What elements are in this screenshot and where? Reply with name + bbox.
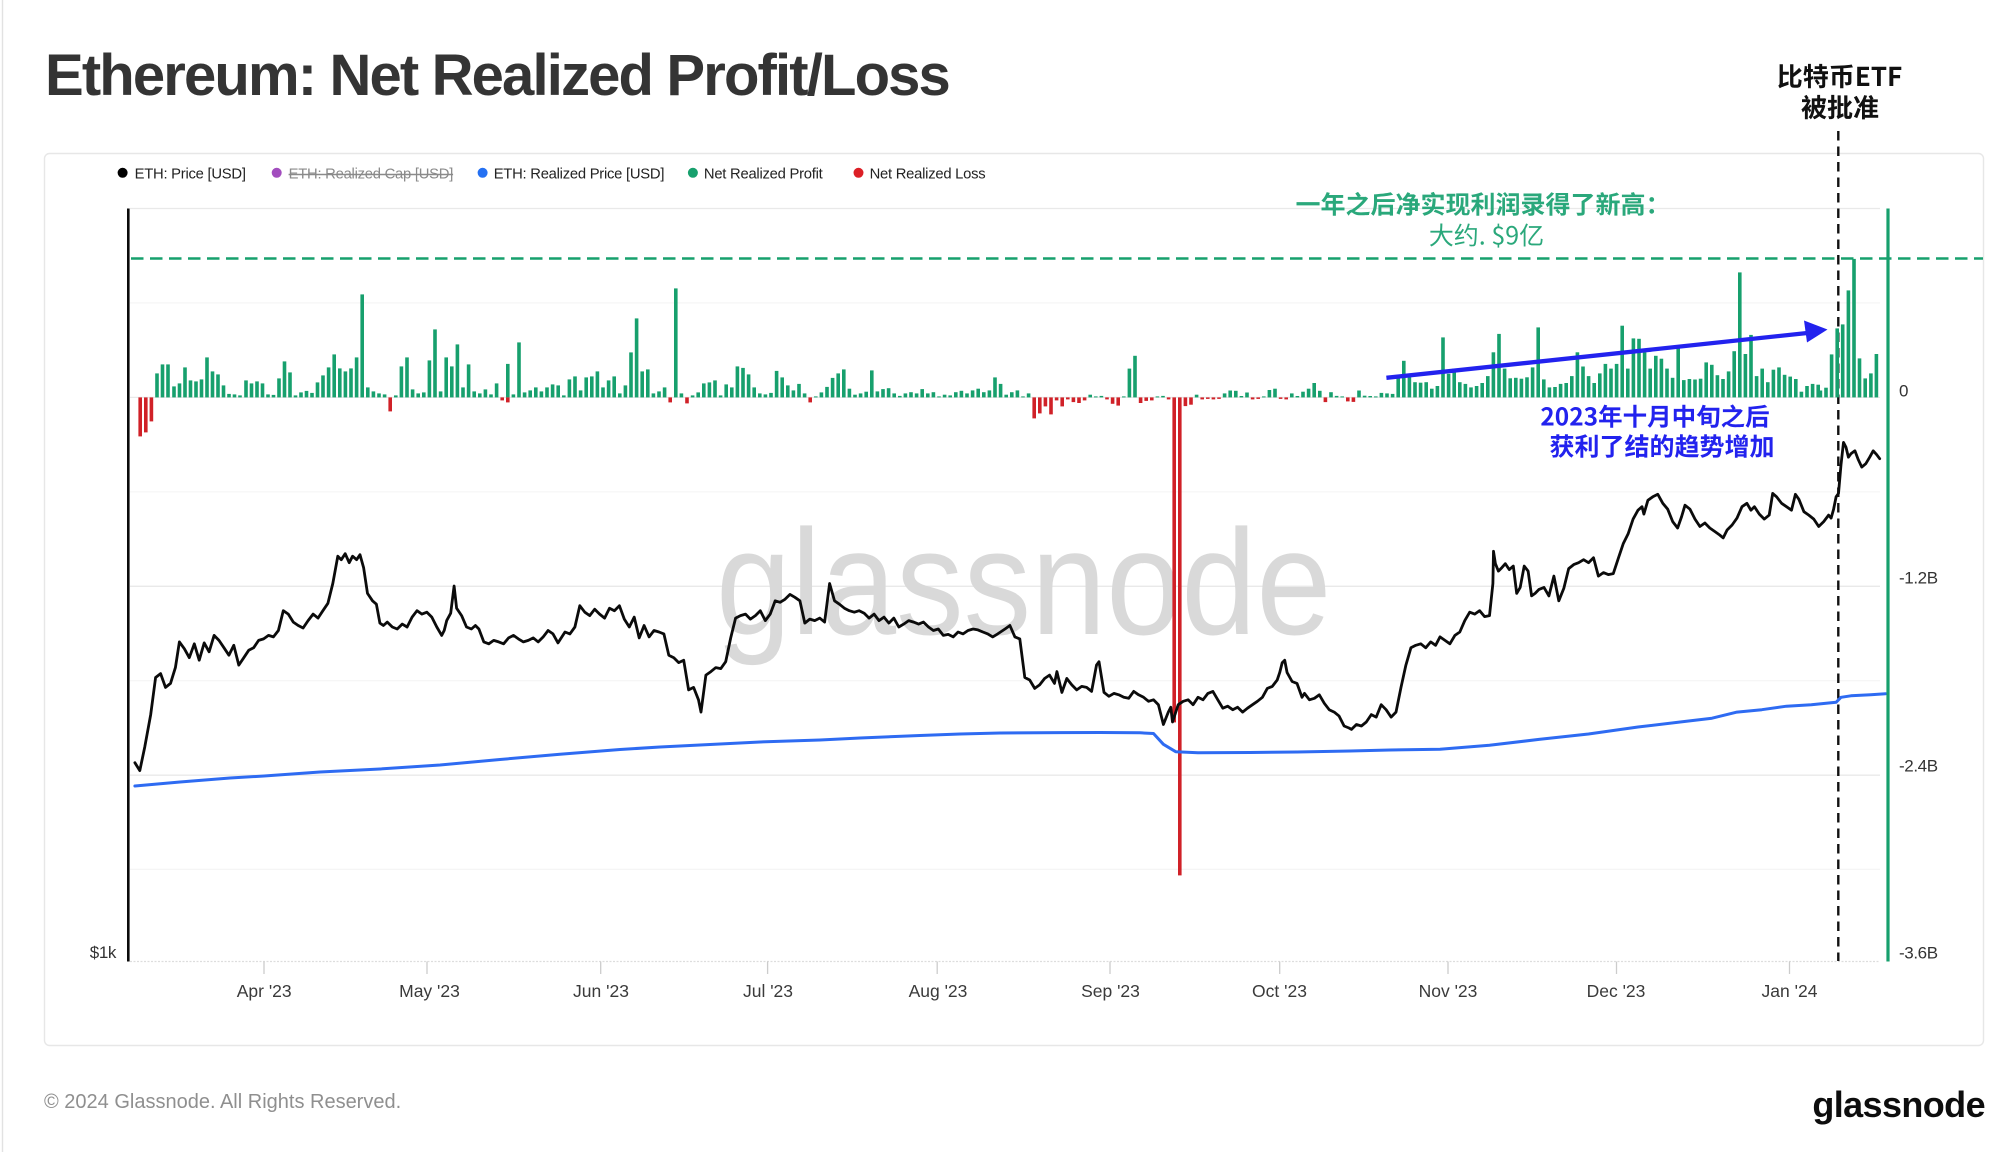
svg-text:© 2024 Glassnode. All Rights R: © 2024 Glassnode. All Rights Reserved. [44,1091,401,1113]
svg-text:ETH: Realized Price [USD]: ETH: Realized Price [USD] [494,167,665,183]
svg-text:Nov '23: Nov '23 [1419,981,1478,1001]
svg-text:Net Realized Loss: Net Realized Loss [870,167,986,183]
svg-text:Aug '23: Aug '23 [909,981,968,1001]
svg-text:ETH: Realized Cap [USD]: ETH: Realized Cap [USD] [289,167,454,183]
svg-text:Dec '23: Dec '23 [1587,981,1646,1001]
svg-text:Apr '23: Apr '23 [237,981,292,1001]
svg-text:Net Realized Profit: Net Realized Profit [704,167,823,183]
svg-text:Jan '24: Jan '24 [1762,981,1818,1001]
svg-text:-1.2B: -1.2B [1899,569,1938,588]
svg-text:glassnode: glassnode [716,499,1331,666]
svg-text:May '23: May '23 [399,981,460,1001]
svg-text:Ethereum: Net Realized Profit/: Ethereum: Net Realized Profit/Loss [45,43,949,108]
svg-text:0: 0 [1899,382,1908,401]
svg-text:$1k: $1k [90,943,117,962]
svg-text:-2.4B: -2.4B [1899,757,1938,776]
svg-text:glassnode: glassnode [1812,1084,1985,1125]
svg-text:-3.6B: -3.6B [1899,944,1938,963]
svg-text:Jul '23: Jul '23 [743,981,793,1001]
svg-text:Jun '23: Jun '23 [573,981,629,1001]
svg-text:Oct '23: Oct '23 [1252,981,1307,1001]
svg-text:Sep '23: Sep '23 [1081,981,1140,1001]
svg-text:ETH: Price [USD]: ETH: Price [USD] [135,167,246,183]
